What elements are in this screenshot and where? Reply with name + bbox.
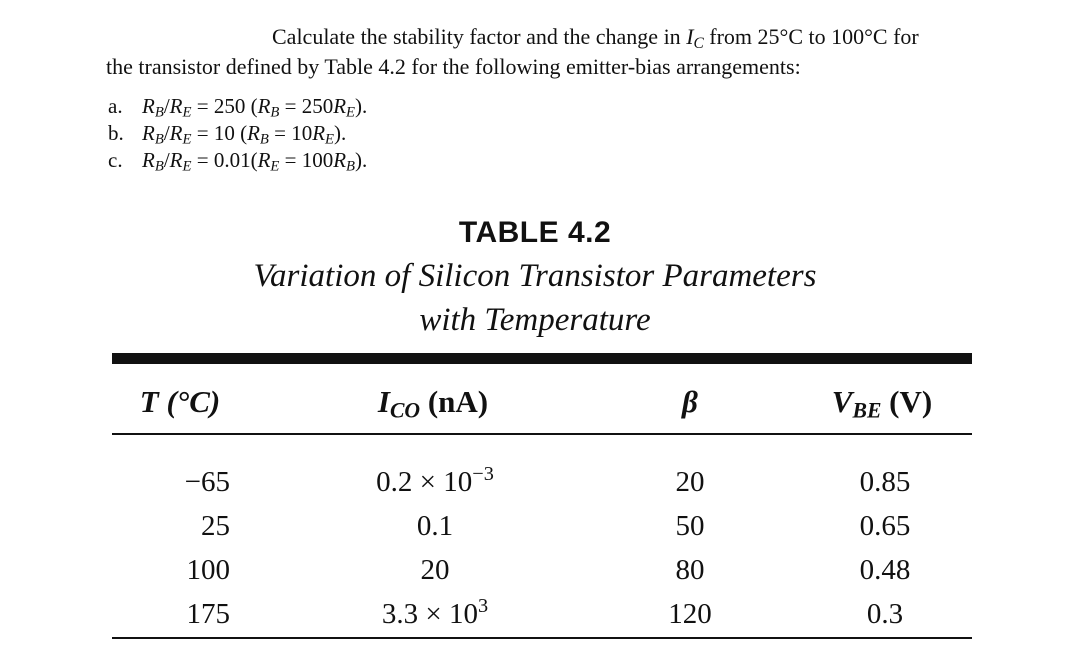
- cell-beta: 120: [668, 598, 712, 630]
- cell-ico: 0.1: [416, 510, 454, 542]
- problem-line-2: the transistor defined by Table 4.2 for …: [106, 54, 801, 79]
- table-caption-line-1: Variation of Silicon Transistor Paramete…: [253, 258, 817, 294]
- cell-beta: 20: [675, 466, 705, 498]
- ic-subscript: C: [693, 34, 704, 52]
- cell-ico: 0.2 × 10−3: [376, 462, 494, 498]
- table-top-rule: [112, 353, 972, 364]
- table-caption-line-2: with Temperature: [419, 302, 651, 338]
- ic-symbol: I: [686, 24, 694, 49]
- cell-ico: 3.3 × 103: [381, 594, 489, 630]
- header-vbe: VBE (V): [831, 384, 933, 423]
- header-temperature: T (°C): [139, 384, 221, 419]
- header-beta: β: [682, 384, 698, 419]
- ratio-value: 0.01: [213, 148, 251, 172]
- cell-temperature: 25: [201, 510, 230, 542]
- cell-vbe: 0.85: [859, 466, 911, 498]
- cell-temperature: −65: [184, 466, 230, 498]
- item-label: c.: [108, 148, 123, 172]
- list-item-c: c. RB/RE = 0.01(RE = 100RB).: [108, 148, 368, 175]
- item-label: b.: [108, 121, 124, 145]
- table-header-rule: [112, 433, 972, 435]
- header-ico: ICO (nA): [377, 384, 489, 423]
- cell-ico: 20: [420, 554, 450, 586]
- table-title: TABLE 4.2: [458, 216, 612, 249]
- column-beta: 20 50 80 120: [630, 460, 750, 636]
- column-vbe: 0.85 0.65 0.48 0.3: [820, 460, 950, 636]
- cell-vbe: 0.3: [866, 598, 904, 630]
- column-ico: 0.2 × 10−3 0.1 20 3.3 × 103: [320, 460, 550, 636]
- ratio-value: 250: [213, 94, 246, 118]
- column-temperature: −65 25 100 175: [140, 460, 230, 636]
- list-item-b: b. RB/RE = 10 (RB = 10RE).: [108, 121, 347, 148]
- cell-beta: 50: [675, 510, 705, 542]
- cell-beta: 80: [675, 554, 705, 586]
- cell-vbe: 0.48: [859, 554, 911, 586]
- cell-temperature: 100: [186, 554, 231, 586]
- item-label: a.: [108, 94, 123, 118]
- ratio-value: 10: [213, 121, 235, 145]
- problem-text: Calculate the stability factor and the c…: [272, 24, 687, 49]
- list-item-a: a. RB/RE = 250 (RB = 250RE).: [108, 94, 368, 121]
- problem-text-end: from 25°C to 100°C for: [703, 24, 919, 49]
- cell-temperature: 175: [186, 598, 231, 630]
- table-bottom-rule: [112, 637, 972, 639]
- cell-vbe: 0.65: [859, 510, 911, 542]
- problem-line-1: Calculate the stability factor and the c…: [272, 24, 919, 52]
